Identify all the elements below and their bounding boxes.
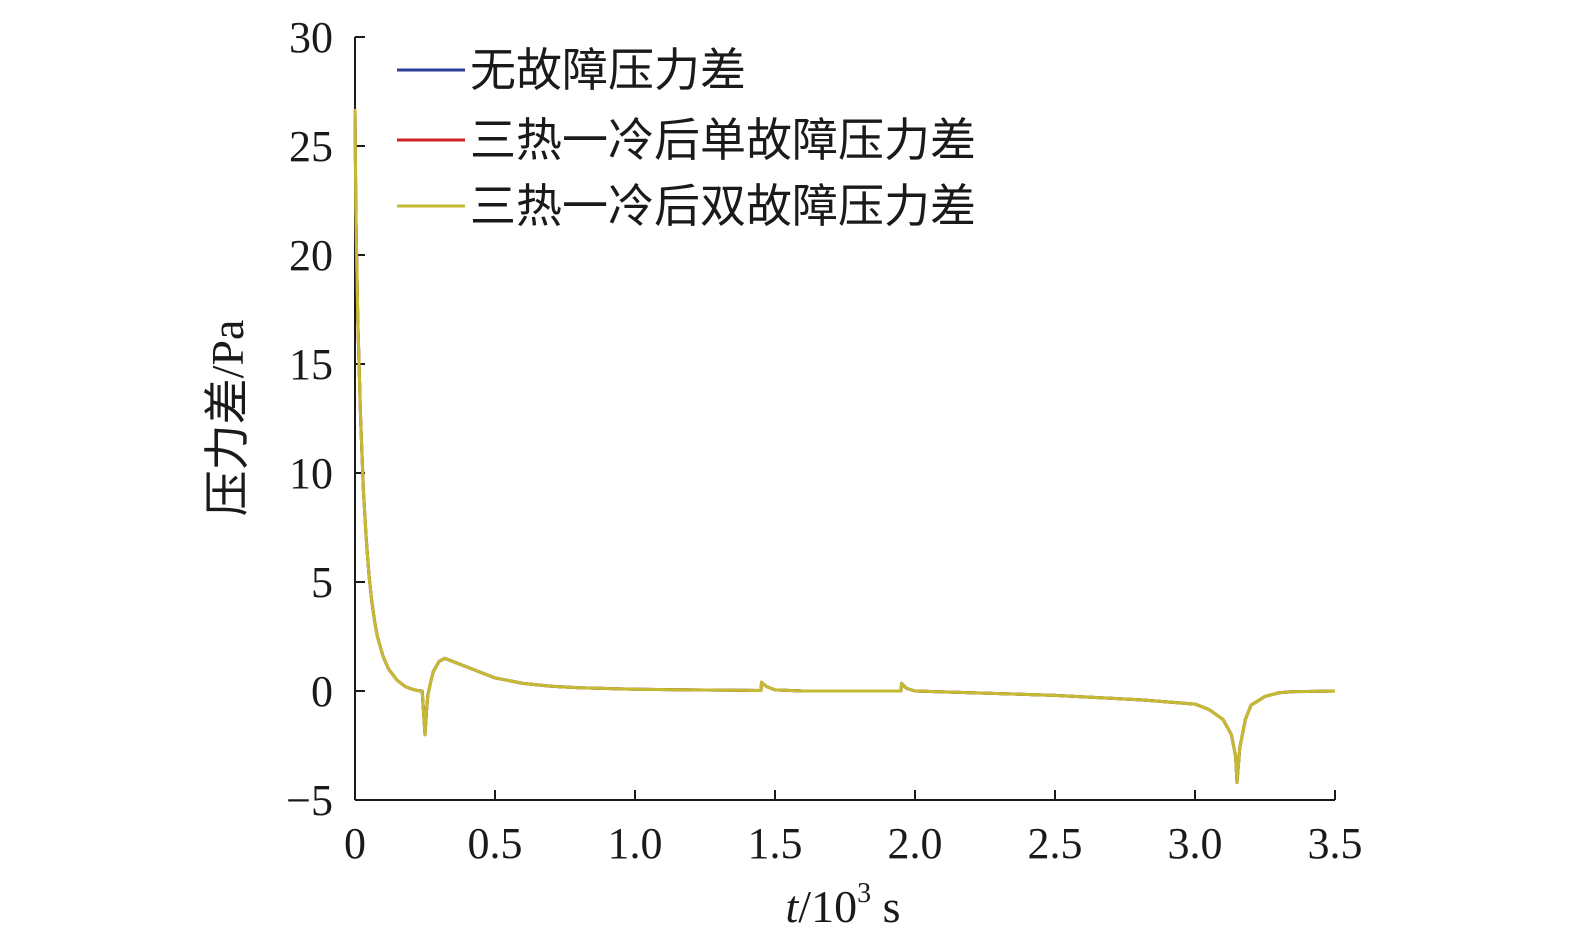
y-tick-label: 25 <box>289 122 333 171</box>
y-tick-label: 5 <box>311 558 333 607</box>
legend-label-1: 无故障压力差 <box>470 45 746 96</box>
x-tick-label: 0 <box>344 819 366 868</box>
x-tick-label: 1.0 <box>608 819 663 868</box>
x-tick-label: 3.5 <box>1308 819 1363 868</box>
x-tick-label: 0.5 <box>468 819 523 868</box>
x-tick-label: 3.0 <box>1168 819 1223 868</box>
y-axis-ticks: −5 0 5 10 15 20 25 30 <box>286 13 365 825</box>
y-axis-title: 压力差/Pa <box>202 320 253 517</box>
x-tick-label: 2.5 <box>1028 819 1083 868</box>
series-line-3 <box>353 108 1336 785</box>
legend-label-2: 三热一冷后单故障压力差 <box>470 115 976 166</box>
x-axis-variable: t <box>786 881 800 932</box>
x-axis-ticks: 0 0.5 1.0 1.5 2.0 2.5 3.0 3.5 <box>344 790 1363 868</box>
x-tick-label: 1.5 <box>748 819 803 868</box>
x-axis-exponent: 3 <box>857 878 871 909</box>
y-tick-label: 30 <box>289 13 333 62</box>
y-tick-label: −5 <box>286 776 333 825</box>
series-lines <box>353 108 1336 785</box>
y-tick-label: 15 <box>289 340 333 389</box>
y-tick-label: 0 <box>311 667 333 716</box>
x-axis-unit: s <box>871 881 900 932</box>
legend-label-3: 三热一冷后双故障压力差 <box>470 181 976 232</box>
x-axis-scale: /10 <box>798 881 857 932</box>
x-axis-title: t/103 s <box>786 878 901 932</box>
y-tick-label: 20 <box>289 231 333 280</box>
y-tick-label: 10 <box>289 449 333 498</box>
x-tick-label: 2.0 <box>888 819 943 868</box>
